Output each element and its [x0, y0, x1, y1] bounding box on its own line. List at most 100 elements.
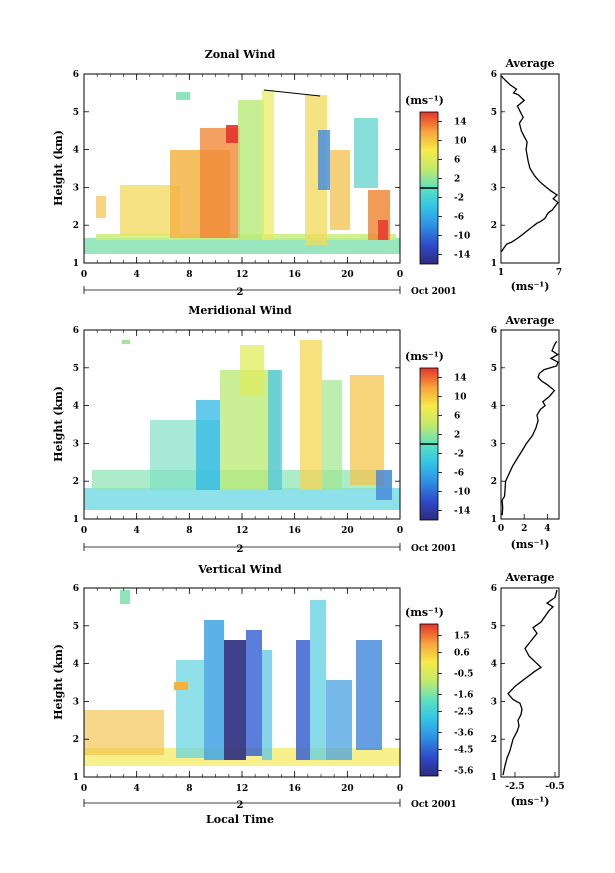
vertical-title: Vertical Wind — [197, 563, 282, 576]
meridional-xtick-label: 16 — [288, 526, 301, 536]
vertical-average-ytick-label: 5 — [491, 622, 497, 632]
zonal-xtick-label: 16 — [288, 270, 301, 280]
vertical-xtick-label: 12 — [236, 784, 249, 794]
vertical-average-line — [502, 589, 558, 776]
meridional-unit-label: (ms⁻¹) — [405, 350, 444, 363]
vertical-day-marker: 2 — [237, 800, 244, 811]
meridional-average-frame — [500, 329, 560, 520]
zonal-ytick-label: 1 — [73, 259, 79, 269]
vertical-colorbar-label: 0.6 — [454, 649, 470, 659]
vertical-average-xtick-label: -0.5 — [545, 782, 564, 792]
meridional-ytick-label: 2 — [73, 477, 79, 487]
vertical-ytick-label: 2 — [73, 735, 79, 745]
zonal-xtick-label: 12 — [236, 270, 249, 280]
meridional-xtick-label: 0 — [81, 526, 87, 536]
meridional-colorbar — [419, 367, 439, 521]
meridional-average-yticks: 1 2 3 4 5 6 — [491, 326, 505, 525]
meridional-ytick-label: 4 — [73, 402, 79, 412]
zonal-colorbar-label: -10 — [454, 232, 470, 242]
vertical-average-xticks: -2.5 -0.5 — [505, 772, 565, 792]
vertical-xtick-label: 0 — [81, 784, 87, 794]
meridional-average: Average 1 2 3 4 5 6 0 2 4 (ms⁻¹) — [491, 314, 560, 551]
vertical-colorbar-label: -3.6 — [454, 728, 473, 738]
vertical-colorbar-ticks: 1.5 0.6 -0.5 -1.6 -2.5 -3.6 -4.5 -5.6 — [438, 632, 473, 776]
vertical-ytick-label: 3 — [73, 697, 79, 707]
zonal-average-yticks: 1 2 3 4 5 6 — [491, 70, 505, 269]
zonal-average-ytick-label: 3 — [491, 183, 497, 193]
meridional-ytick-label: 5 — [73, 364, 79, 374]
zonal-colorbar-label: 2 — [454, 175, 460, 185]
zonal-average-ytick-label: 4 — [491, 146, 497, 156]
zonal-average-ytick-label: 1 — [491, 259, 497, 269]
vertical-xtick-label: 0 — [397, 784, 403, 794]
meridional-ytick-label: 6 — [73, 326, 79, 336]
zonal-day-marker: 2 — [237, 287, 244, 298]
meridional-colorbar-label: 6 — [454, 412, 460, 422]
meridional-yticks: 1 2 3 4 5 6 — [73, 326, 400, 525]
vertical-colorbar-label: -2.5 — [454, 708, 473, 718]
zonal-colorbar — [419, 111, 439, 265]
meridional-colorbar-label: -14 — [454, 507, 470, 517]
meridional-colorbar-label: 10 — [454, 393, 467, 403]
zonal-xtick-label: 20 — [341, 270, 354, 280]
meridional-ytick-label: 3 — [73, 439, 79, 449]
meridional-xtick-label: 4 — [134, 526, 140, 536]
vertical-average-ytick-label: 2 — [491, 735, 497, 745]
zonal-ytick-label: 4 — [73, 146, 79, 156]
zonal-ytick-label: 6 — [73, 70, 79, 80]
zonal-average-frame — [500, 73, 560, 264]
zonal-average-title: Average — [504, 57, 554, 70]
vertical-date-label: Oct 2001 — [411, 800, 457, 810]
zonal-colorbar-label: -14 — [454, 251, 470, 261]
meridional-average-ytick-label: 6 — [491, 326, 497, 336]
vertical-xtick-label: 16 — [288, 784, 301, 794]
vertical-average-xtick-label: -2.5 — [505, 782, 524, 792]
zonal-average-xlabel: (ms⁻¹) — [511, 280, 550, 293]
meridional-colorbar-label: 14 — [454, 374, 467, 384]
vertical-heatmap — [84, 590, 400, 766]
meridional-ytick-label: 1 — [73, 515, 79, 525]
vertical-xtick-label: 8 — [186, 784, 192, 794]
zonal-ytick-label: 3 — [73, 183, 79, 193]
zonal-colorbar-label: 6 — [454, 156, 460, 166]
vertical-average: Average 1 2 3 4 5 6 -2.5 -0.5 (ms⁻¹) — [491, 571, 565, 808]
zonal-unit-label: (ms⁻¹) — [405, 94, 444, 107]
meridional-xtick-label: 20 — [341, 526, 354, 536]
meridional-average-line — [501, 340, 560, 516]
vertical-colorbar-label: -0.5 — [454, 670, 473, 680]
meridional-title: Meridional Wind — [188, 304, 292, 317]
vertical-average-ytick-label: 6 — [491, 584, 497, 594]
meridional-colorbar-ticks: 14 10 6 2 -2 -6 -10 -14 — [438, 374, 470, 517]
vertical-average-title: Average — [504, 571, 554, 584]
meridional-average-xlabel: (ms⁻¹) — [511, 538, 550, 551]
zonal-yticks: 1 2 3 4 5 6 — [73, 70, 400, 269]
zonal-colorbar-label: 10 — [454, 137, 467, 147]
zonal-ytick-label: 2 — [73, 221, 79, 231]
zonal-xticks: 0 4 8 12 16 20 0 — [81, 74, 403, 280]
vertical-time-axis: 2 Oct 2001 Local Time — [83, 799, 457, 826]
vertical-colorbar-label: 1.5 — [454, 632, 470, 642]
meridional-average-ytick-label: 4 — [491, 402, 497, 412]
zonal-average-line — [500, 75, 559, 253]
vertical-xtick-label: 20 — [341, 784, 354, 794]
meridional-heatmap — [84, 340, 400, 510]
zonal-heatmap — [84, 89, 400, 254]
zonal-ylabel: Height (km) — [52, 130, 65, 206]
meridional-xtick-label: 8 — [186, 526, 192, 536]
zonal-colorbar-ticks: 14 10 6 2 -2 -6 -10 -14 — [438, 118, 470, 261]
x-axis-title: Local Time — [206, 813, 274, 826]
zonal-date-label: Oct 2001 — [411, 287, 457, 297]
meridional-average-title: Average — [504, 314, 554, 327]
vertical-xtick-label: 4 — [134, 784, 140, 794]
vertical-unit-label: (ms⁻¹) — [405, 606, 444, 619]
zonal-average-xtick-label: 1 — [498, 268, 504, 278]
meridional-colorbar-label: 2 — [454, 431, 460, 441]
meridional-colorbar-label: -10 — [454, 488, 470, 498]
meridional-day-marker: 2 — [237, 544, 244, 555]
zonal-colorbar-label: -2 — [454, 194, 464, 204]
vertical-colorbar — [419, 623, 439, 777]
zonal-xtick-label: 0 — [81, 270, 87, 280]
